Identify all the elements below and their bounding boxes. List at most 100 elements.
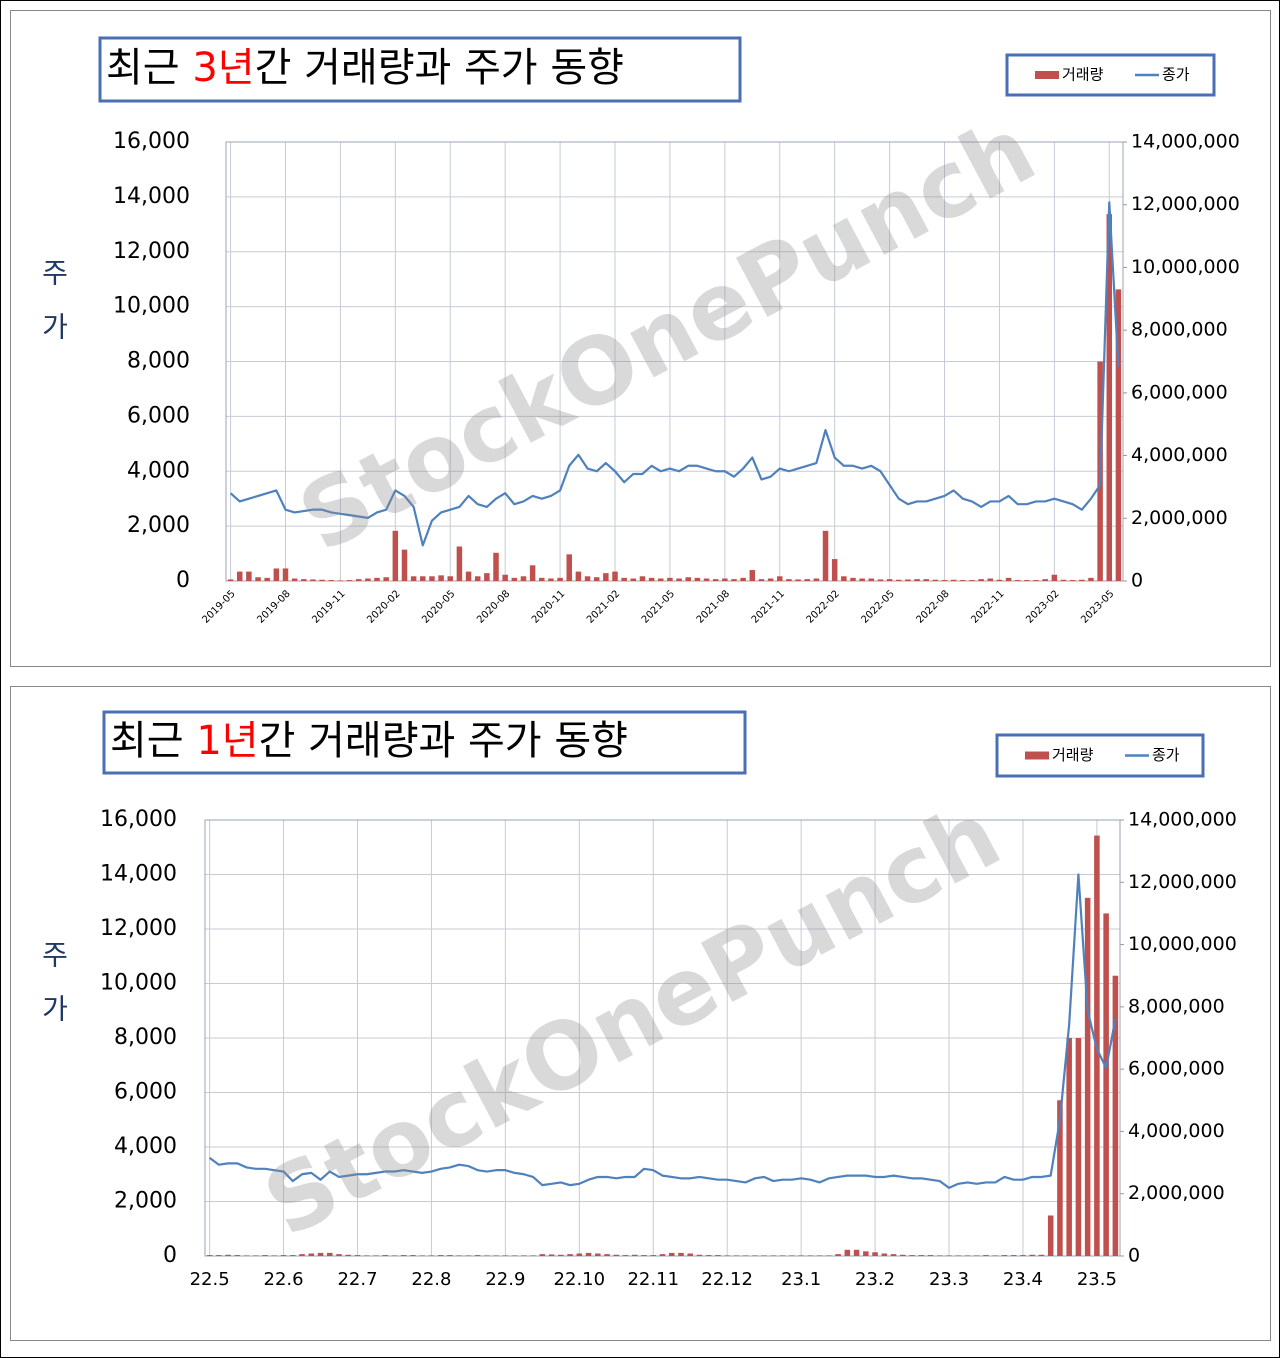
y2-tick-label: 14,000,000 (1128, 809, 1237, 831)
volume-bar (308, 1253, 315, 1256)
volume-bar (676, 578, 682, 581)
volume-bar (484, 573, 490, 581)
volume-bar (658, 578, 664, 581)
volume-bar (595, 1253, 601, 1256)
volume-bar (960, 580, 966, 581)
volume-bar (346, 580, 353, 581)
y2-tick-label: 12,000,000 (1131, 193, 1240, 215)
volume-bar (1020, 1255, 1026, 1256)
x-tick-label: 22.10 (554, 1269, 606, 1290)
volume-bar (630, 578, 637, 581)
volume-bar (465, 1255, 472, 1256)
y2-tick-label: 10,000,000 (1131, 256, 1240, 278)
plot-border (225, 141, 1124, 582)
volume-bar (752, 1255, 758, 1256)
volume-bar (779, 1255, 786, 1256)
volume-bar (835, 1254, 841, 1256)
volume-bar (271, 1255, 278, 1256)
volume-bar (584, 576, 591, 581)
volume-bar (365, 578, 371, 581)
volume-bar (410, 1255, 416, 1256)
y-tick-label: 10,000 (100, 971, 177, 996)
legend-label: 거래량 (1052, 746, 1094, 764)
volume-bar (429, 576, 435, 581)
volume-bar (770, 1255, 777, 1256)
volume-bar (703, 578, 710, 581)
volume-bar (280, 1255, 287, 1256)
volume-bar (604, 1254, 610, 1256)
volume-bar (650, 1255, 657, 1256)
volume-bar (777, 576, 783, 581)
volume-bar (914, 579, 920, 581)
volume-bar (354, 1255, 361, 1256)
volume-bar (301, 579, 307, 581)
volume-bar (841, 576, 847, 581)
y-tick-label: 12,000 (100, 916, 177, 941)
volume-bar (786, 579, 792, 581)
y2-tick-label: 8,000,000 (1128, 995, 1225, 1017)
x-tick-label: 23.1 (781, 1269, 821, 1290)
volume-bar (420, 576, 426, 581)
volume-bar (1038, 1254, 1045, 1256)
volume-bar (685, 577, 691, 581)
volume-bar (502, 1255, 509, 1256)
volume-bar (401, 549, 408, 581)
y-tick-label: 8,000 (114, 1025, 177, 1050)
x-tick-label: 22.11 (627, 1269, 679, 1290)
volume-bar (850, 577, 856, 581)
volume-bar (400, 1255, 407, 1256)
price-line (229, 201, 1120, 547)
volume-bar (1106, 214, 1113, 581)
volume-bar (749, 570, 756, 581)
volume-bar (437, 1255, 444, 1256)
volume-bar (886, 579, 893, 581)
x-tick-label: 23.5 (1077, 1269, 1117, 1290)
volume-bar (1001, 1255, 1008, 1256)
volume-bar (1005, 577, 1012, 581)
volume-bar (382, 1255, 388, 1256)
volume-bar (225, 1254, 231, 1256)
x-tick-label: 22.12 (701, 1269, 753, 1290)
y-tick-label: 2,000 (114, 1189, 177, 1214)
volume-bar (566, 554, 572, 581)
volume-bar (373, 1255, 379, 1256)
volume-bar (548, 578, 554, 581)
volume-bar (539, 577, 545, 581)
volume-bar (603, 573, 609, 581)
volume-bar (905, 579, 911, 581)
volume-bar (234, 1255, 241, 1256)
volume-bar (632, 1254, 638, 1256)
volume-bar (1010, 1255, 1017, 1256)
volume-bar (1075, 1038, 1082, 1256)
y-tick-label: 16,000 (113, 129, 190, 154)
volume-bar (336, 1254, 342, 1256)
volume-bar (290, 1255, 296, 1256)
chart-title: 최근 3년간 거래량과 주가 동향 (106, 45, 624, 91)
volume-bar (511, 577, 518, 581)
volume-bar (758, 579, 765, 581)
volume-bar (767, 578, 774, 581)
volume-bar (438, 575, 444, 581)
volume-bar (932, 579, 939, 581)
volume-bar (696, 1254, 703, 1256)
volume-bar (789, 1255, 795, 1256)
y2-tick-label: 8,000,000 (1131, 319, 1228, 341)
volume-bar (383, 577, 389, 581)
title-part: 간 거래량과 주가 동향 (255, 45, 624, 91)
volume-bar (474, 576, 481, 581)
volume-bar (715, 1255, 721, 1256)
volume-bar (816, 1255, 823, 1256)
chart: 0 2,000 4,000 6,000 8,000 10,000 12,000 14,000 1… (10, 686, 1271, 1341)
volume-bar (502, 574, 508, 581)
volume-bar (593, 577, 600, 581)
legend-label: 거래량 (1062, 66, 1104, 84)
y-tick-label: 0 (176, 568, 190, 593)
volume-bar (969, 580, 975, 581)
y-tick-label: 12,000 (113, 239, 190, 264)
volume-bar (575, 571, 582, 581)
y-tick-label: 4,000 (127, 458, 190, 483)
volume-bar (1084, 897, 1091, 1256)
volume-bar (996, 579, 1003, 581)
volume-bar (1024, 580, 1030, 581)
chart-panel (10, 10, 1271, 667)
